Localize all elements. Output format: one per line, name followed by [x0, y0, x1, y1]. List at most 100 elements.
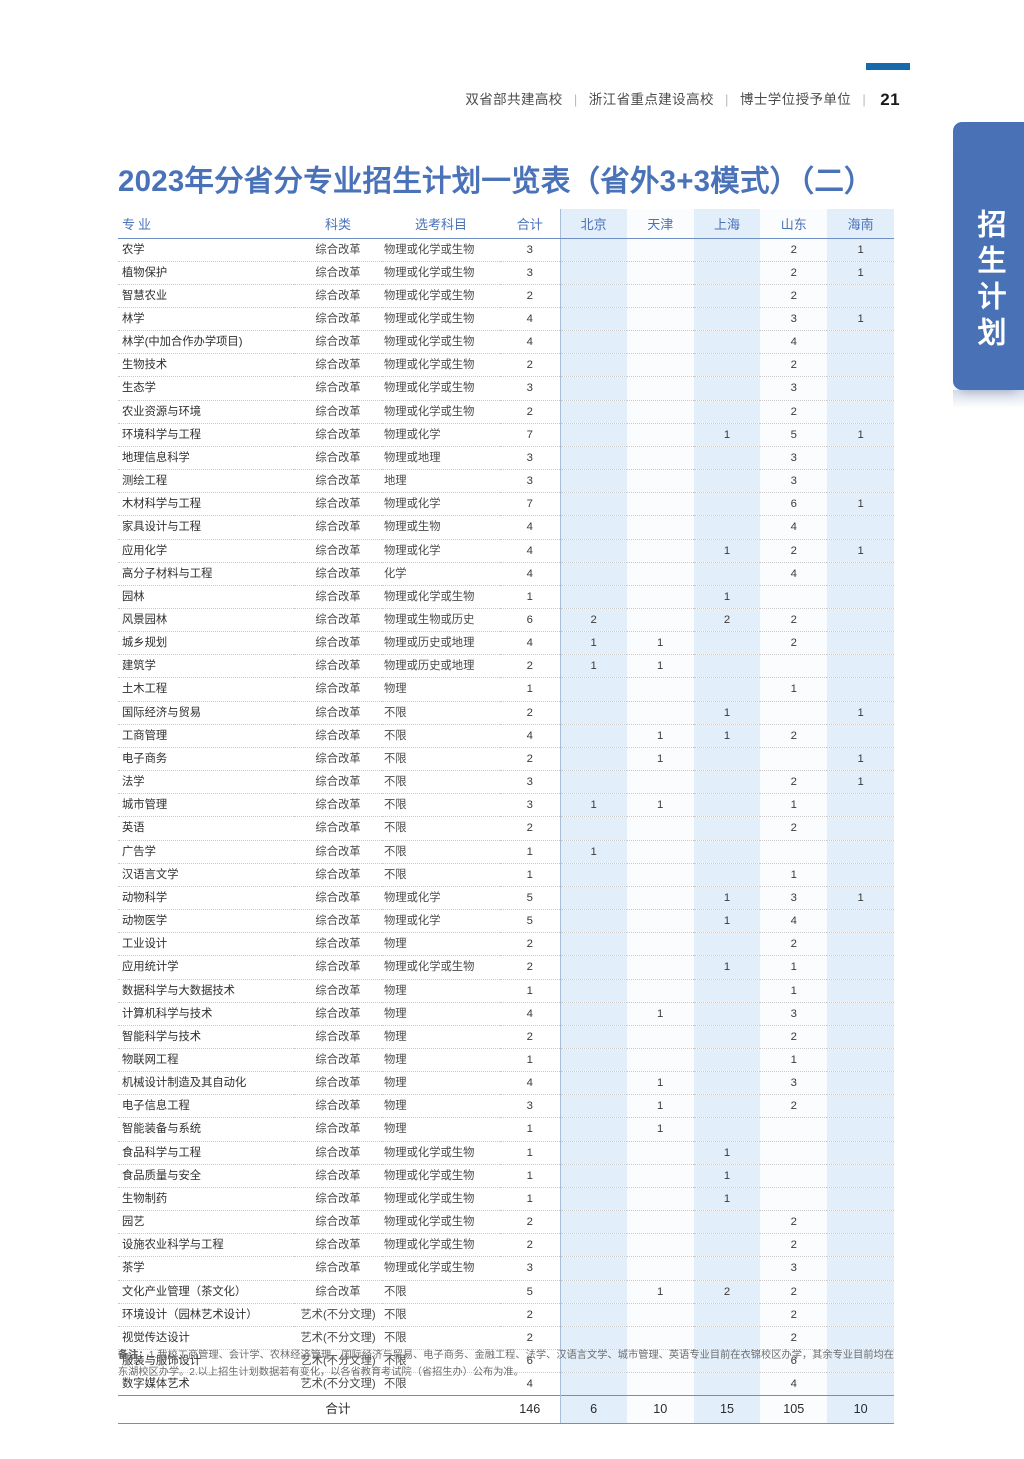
cell-tianjin: 1	[626, 1002, 694, 1026]
cell-beijing	[559, 816, 627, 841]
cell-total: 3	[500, 793, 560, 818]
cell-tianjin	[626, 1164, 694, 1188]
cell-major: 英语	[118, 816, 294, 841]
cell-total: 3	[500, 261, 560, 285]
cell-kelei: 综合改革	[294, 539, 382, 563]
cell-total: 1	[500, 1141, 560, 1165]
cell-major: 生态学	[118, 376, 294, 401]
cell-subject: 物理	[382, 1071, 500, 1096]
cell-subject: 不限	[382, 816, 500, 841]
cell-beijing	[559, 539, 627, 563]
cell-shandong	[760, 585, 828, 610]
cell-tianjin	[626, 840, 694, 864]
cell-shandong: 1	[760, 1048, 828, 1073]
cell-subject: 物理或化学或生物	[382, 1141, 500, 1165]
cell-total: 4	[500, 1002, 560, 1026]
cell-kelei: 艺术(不分文理)	[294, 1326, 382, 1351]
cell-total: 3	[500, 770, 560, 795]
header-separator-2: |	[862, 92, 867, 107]
cell-shandong: 1	[760, 863, 828, 887]
cell-shandong: 2	[760, 1210, 828, 1235]
cell-beijing	[559, 724, 627, 748]
cell-beijing	[559, 446, 627, 471]
cell-subject: 物理	[382, 1117, 500, 1142]
cell-major: 生物制药	[118, 1187, 294, 1212]
cell-hainan	[827, 515, 894, 540]
side-tab-admissions-plan[interactable]: 招生计划	[953, 122, 1024, 390]
cell-shanghai: 1	[693, 909, 761, 934]
cell-kelei: 综合改革	[294, 747, 382, 772]
cell-tianjin	[626, 307, 694, 332]
cell-hainan	[827, 608, 894, 633]
cell-hainan	[827, 1141, 894, 1165]
cell-beijing	[559, 1094, 627, 1119]
cell-tianjin	[626, 1349, 694, 1374]
cell-tianjin	[626, 909, 694, 934]
cell-kelei: 综合改革	[294, 261, 382, 285]
footnote-text: 1.我校工商管理、会计学、农林经济管理、国际经济与贸易、电子商务、金融工程、法学…	[118, 1350, 894, 1378]
cell-total: 2	[500, 1233, 560, 1258]
cell-tianjin	[626, 1372, 694, 1397]
cell-hainan	[827, 469, 894, 494]
cell-shanghai	[693, 1303, 761, 1327]
col-header-hainan: 海南	[827, 209, 894, 239]
cell-subject: 不限	[382, 747, 500, 772]
col-header-shanghai: 上海	[693, 209, 761, 239]
cell-shanghai: 1	[693, 955, 761, 980]
cell-shandong	[760, 654, 828, 679]
cell-major: 城乡规划	[118, 631, 294, 656]
cell-shanghai	[693, 562, 761, 586]
cell-hainan	[827, 1071, 894, 1096]
cell-beijing	[559, 1210, 627, 1235]
cell-beijing	[559, 909, 627, 934]
cell-shandong	[760, 1187, 828, 1212]
table-row: 生物制药 综合改革 物理或化学或生物 1 1	[118, 1187, 894, 1212]
cell-tianjin	[626, 1326, 694, 1351]
cell-total: 4	[500, 307, 560, 332]
cell-shandong: 2	[760, 238, 828, 262]
cell-tianjin	[626, 423, 694, 447]
cell-shandong: 2	[760, 932, 828, 957]
cell-tianjin	[626, 284, 694, 308]
cell-tianjin: 1	[626, 1280, 694, 1304]
cell-shandong: 1	[760, 979, 828, 1003]
cell-total: 3	[500, 446, 560, 471]
cell-hainan: 1	[827, 539, 894, 563]
cell-shanghai	[693, 515, 761, 540]
cell-beijing	[559, 1256, 627, 1281]
cell-kelei: 综合改革	[294, 1210, 382, 1235]
table-row: 环境设计（园林艺术设计） 艺术(不分文理) 不限 2 2	[118, 1303, 894, 1327]
cell-subject: 物理或化学或生物	[382, 1187, 500, 1212]
col-header-total: 合计	[500, 209, 560, 239]
col-header-major: 专业	[118, 209, 294, 239]
total-cell-tianjin: 10	[626, 1395, 694, 1425]
cell-total: 5	[500, 886, 560, 911]
cell-hainan: 1	[827, 261, 894, 285]
cell-kelei: 综合改革	[294, 446, 382, 471]
cell-shandong: 2	[760, 770, 828, 795]
cell-beijing	[559, 955, 627, 980]
cell-shanghai	[693, 261, 761, 285]
table-row: 城乡规划 综合改革 物理或历史或地理 4 1 1 2	[118, 631, 894, 656]
cell-total: 2	[500, 1025, 560, 1049]
cell-tianjin	[626, 1256, 694, 1281]
cell-beijing: 1	[559, 654, 627, 679]
cell-major: 动物医学	[118, 909, 294, 934]
cell-kelei: 综合改革	[294, 1280, 382, 1304]
cell-major: 生物技术	[118, 353, 294, 378]
cell-shandong: 3	[760, 1002, 828, 1026]
cell-total: 3	[500, 1256, 560, 1281]
cell-beijing	[559, 1141, 627, 1165]
page-number: 21	[880, 90, 900, 109]
cell-major: 城市管理	[118, 793, 294, 818]
cell-major: 农业资源与环境	[118, 400, 294, 424]
cell-total: 4	[500, 515, 560, 540]
cell-shanghai: 1	[693, 585, 761, 610]
cell-tianjin	[626, 1048, 694, 1073]
header-separator-0: |	[573, 92, 578, 107]
cell-shandong: 3	[760, 469, 828, 494]
cell-kelei: 综合改革	[294, 376, 382, 401]
cell-tianjin	[626, 1210, 694, 1235]
cell-hainan	[827, 446, 894, 471]
cell-hainan	[827, 979, 894, 1003]
